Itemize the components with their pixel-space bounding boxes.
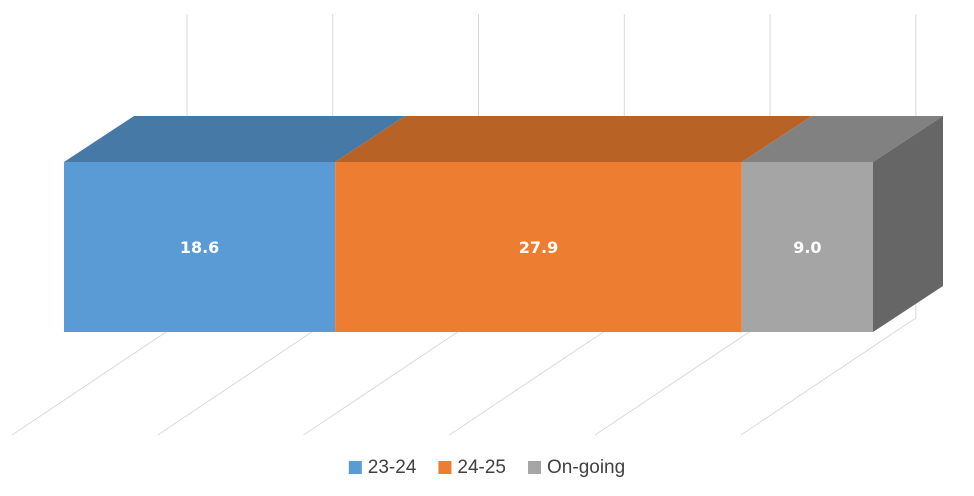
legend-swatch-on-going	[528, 461, 542, 474]
gridline-floor-4	[594, 317, 771, 436]
bar-segment-on-going	[741, 162, 873, 332]
legend-label-on-going: On-going	[547, 457, 625, 478]
legend-label-24-25: 24-25	[457, 457, 506, 478]
data-labels: 18.6 27.9 9.0	[180, 238, 822, 257]
bar-side-on-going	[873, 116, 943, 332]
legend-label-23-24: 23-24	[368, 457, 417, 478]
data-label-on-going: 9.0	[793, 238, 821, 257]
gridline-floor-1	[157, 317, 334, 436]
bar-segment-23-24	[64, 162, 336, 332]
data-label-24-25: 27.9	[519, 238, 558, 257]
gridline-floor-5	[740, 317, 917, 436]
bar-segments	[64, 116, 943, 332]
bar-top-on-going	[741, 116, 943, 162]
bar-top-24-25	[335, 116, 812, 162]
legend-swatch-24-25	[438, 461, 452, 474]
data-label-23-24: 18.6	[180, 238, 219, 257]
bar-top-23-24	[64, 116, 406, 162]
gridline-floor-3	[449, 317, 625, 436]
legend: 23-24 24-25 On-going	[348, 457, 625, 478]
bar-segment-24-25	[335, 162, 742, 332]
gridline-floor-0	[11, 317, 188, 436]
legend-swatch-23-24	[348, 461, 362, 474]
gridline-floor-2	[303, 317, 479, 436]
